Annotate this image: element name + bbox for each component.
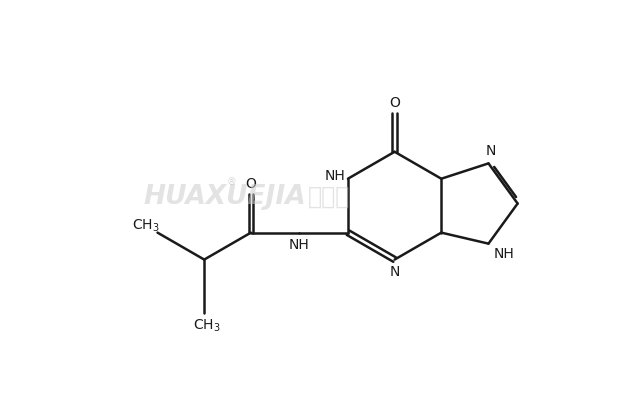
- Text: N: N: [389, 265, 400, 279]
- Text: NH: NH: [289, 238, 310, 252]
- Text: CH$_3$: CH$_3$: [193, 318, 221, 334]
- Text: ®: ®: [227, 177, 236, 187]
- Text: NH: NH: [494, 247, 515, 261]
- Text: CH$_3$: CH$_3$: [132, 218, 160, 234]
- Text: O: O: [389, 96, 400, 110]
- Text: HUAXUEJIA: HUAXUEJIA: [143, 184, 306, 210]
- Text: O: O: [246, 177, 256, 191]
- Text: 化学加: 化学加: [308, 185, 350, 209]
- Text: N: N: [486, 144, 496, 158]
- Text: NH: NH: [325, 169, 346, 183]
